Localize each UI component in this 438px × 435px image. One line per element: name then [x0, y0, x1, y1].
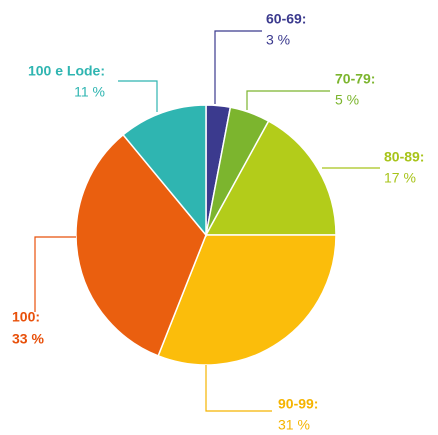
pie-slice	[204, 120, 337, 236]
value-label: 11 %	[74, 84, 105, 100]
category-label: 100 e Lode:	[28, 63, 105, 79]
category-label: 70-79:	[335, 71, 375, 87]
category-label: 100:	[12, 309, 40, 325]
value-label: 3 %	[266, 32, 290, 48]
value-label: 31 %	[278, 417, 310, 430]
leader-line	[34, 236, 76, 312]
value-label: 17 %	[384, 170, 416, 186]
category-label: 90-99:	[278, 396, 318, 412]
category-label: 80-89:	[384, 149, 424, 165]
value-label: 5 %	[335, 92, 359, 108]
pie-slice	[157, 234, 337, 366]
leader-line	[205, 365, 272, 412]
leader-line	[246, 90, 330, 110]
pie-slice	[75, 133, 207, 357]
leader-line	[118, 80, 158, 112]
value-label: 33 %	[12, 331, 44, 347]
pie-slice	[122, 104, 207, 238]
category-label: 60-69:	[266, 11, 306, 27]
leader-line	[214, 30, 262, 104]
